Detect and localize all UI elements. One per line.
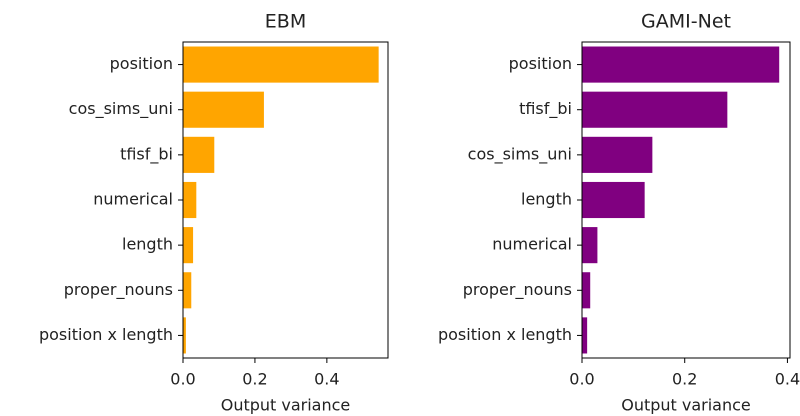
x-tick-label: 0.4 — [775, 370, 800, 389]
chart-title: GAMI-Net — [641, 11, 731, 33]
bar — [183, 272, 192, 309]
axes-frame — [581, 41, 791, 359]
chart-title: EBM — [265, 11, 306, 33]
y-tick-label: proper_nouns — [463, 280, 572, 300]
bar — [582, 91, 728, 128]
bar — [183, 46, 379, 83]
y-tick-label: numerical — [93, 190, 173, 209]
bar — [582, 227, 598, 264]
y-tick-label: position — [110, 54, 173, 73]
y-tick-label: tfisf_bi — [519, 99, 572, 119]
y-tick-label: position — [509, 54, 572, 73]
bar — [183, 227, 194, 264]
bar — [582, 136, 653, 173]
bar — [183, 136, 215, 173]
bar — [183, 181, 197, 219]
x-tick-label: 0.2 — [242, 370, 267, 389]
y-tick-label: tfisf_bi — [120, 144, 173, 164]
y-tick-label: numerical — [492, 235, 572, 254]
y-tick-label: position x length — [438, 325, 572, 344]
bar — [183, 91, 264, 128]
axes-frame — [182, 41, 389, 359]
x-axis-label: Output variance — [621, 396, 751, 415]
y-tick-label: cos_sims_uni — [69, 99, 173, 119]
bar — [582, 317, 588, 354]
x-axis-label: Output variance — [221, 396, 351, 415]
x-tick-label: 0.4 — [314, 370, 339, 389]
y-tick-label: position x length — [39, 325, 173, 344]
y-tick-label: length — [521, 190, 572, 209]
bar — [582, 272, 591, 309]
y-tick-label: cos_sims_uni — [468, 144, 572, 164]
y-tick-label: proper_nouns — [64, 280, 173, 300]
y-tick-label: length — [122, 235, 173, 254]
bar — [183, 317, 186, 354]
bar — [582, 46, 780, 83]
x-tick-label: 0.0 — [170, 370, 195, 389]
x-tick-label: 0.0 — [569, 370, 594, 389]
bar — [582, 181, 645, 219]
x-tick-label: 0.2 — [672, 370, 697, 389]
